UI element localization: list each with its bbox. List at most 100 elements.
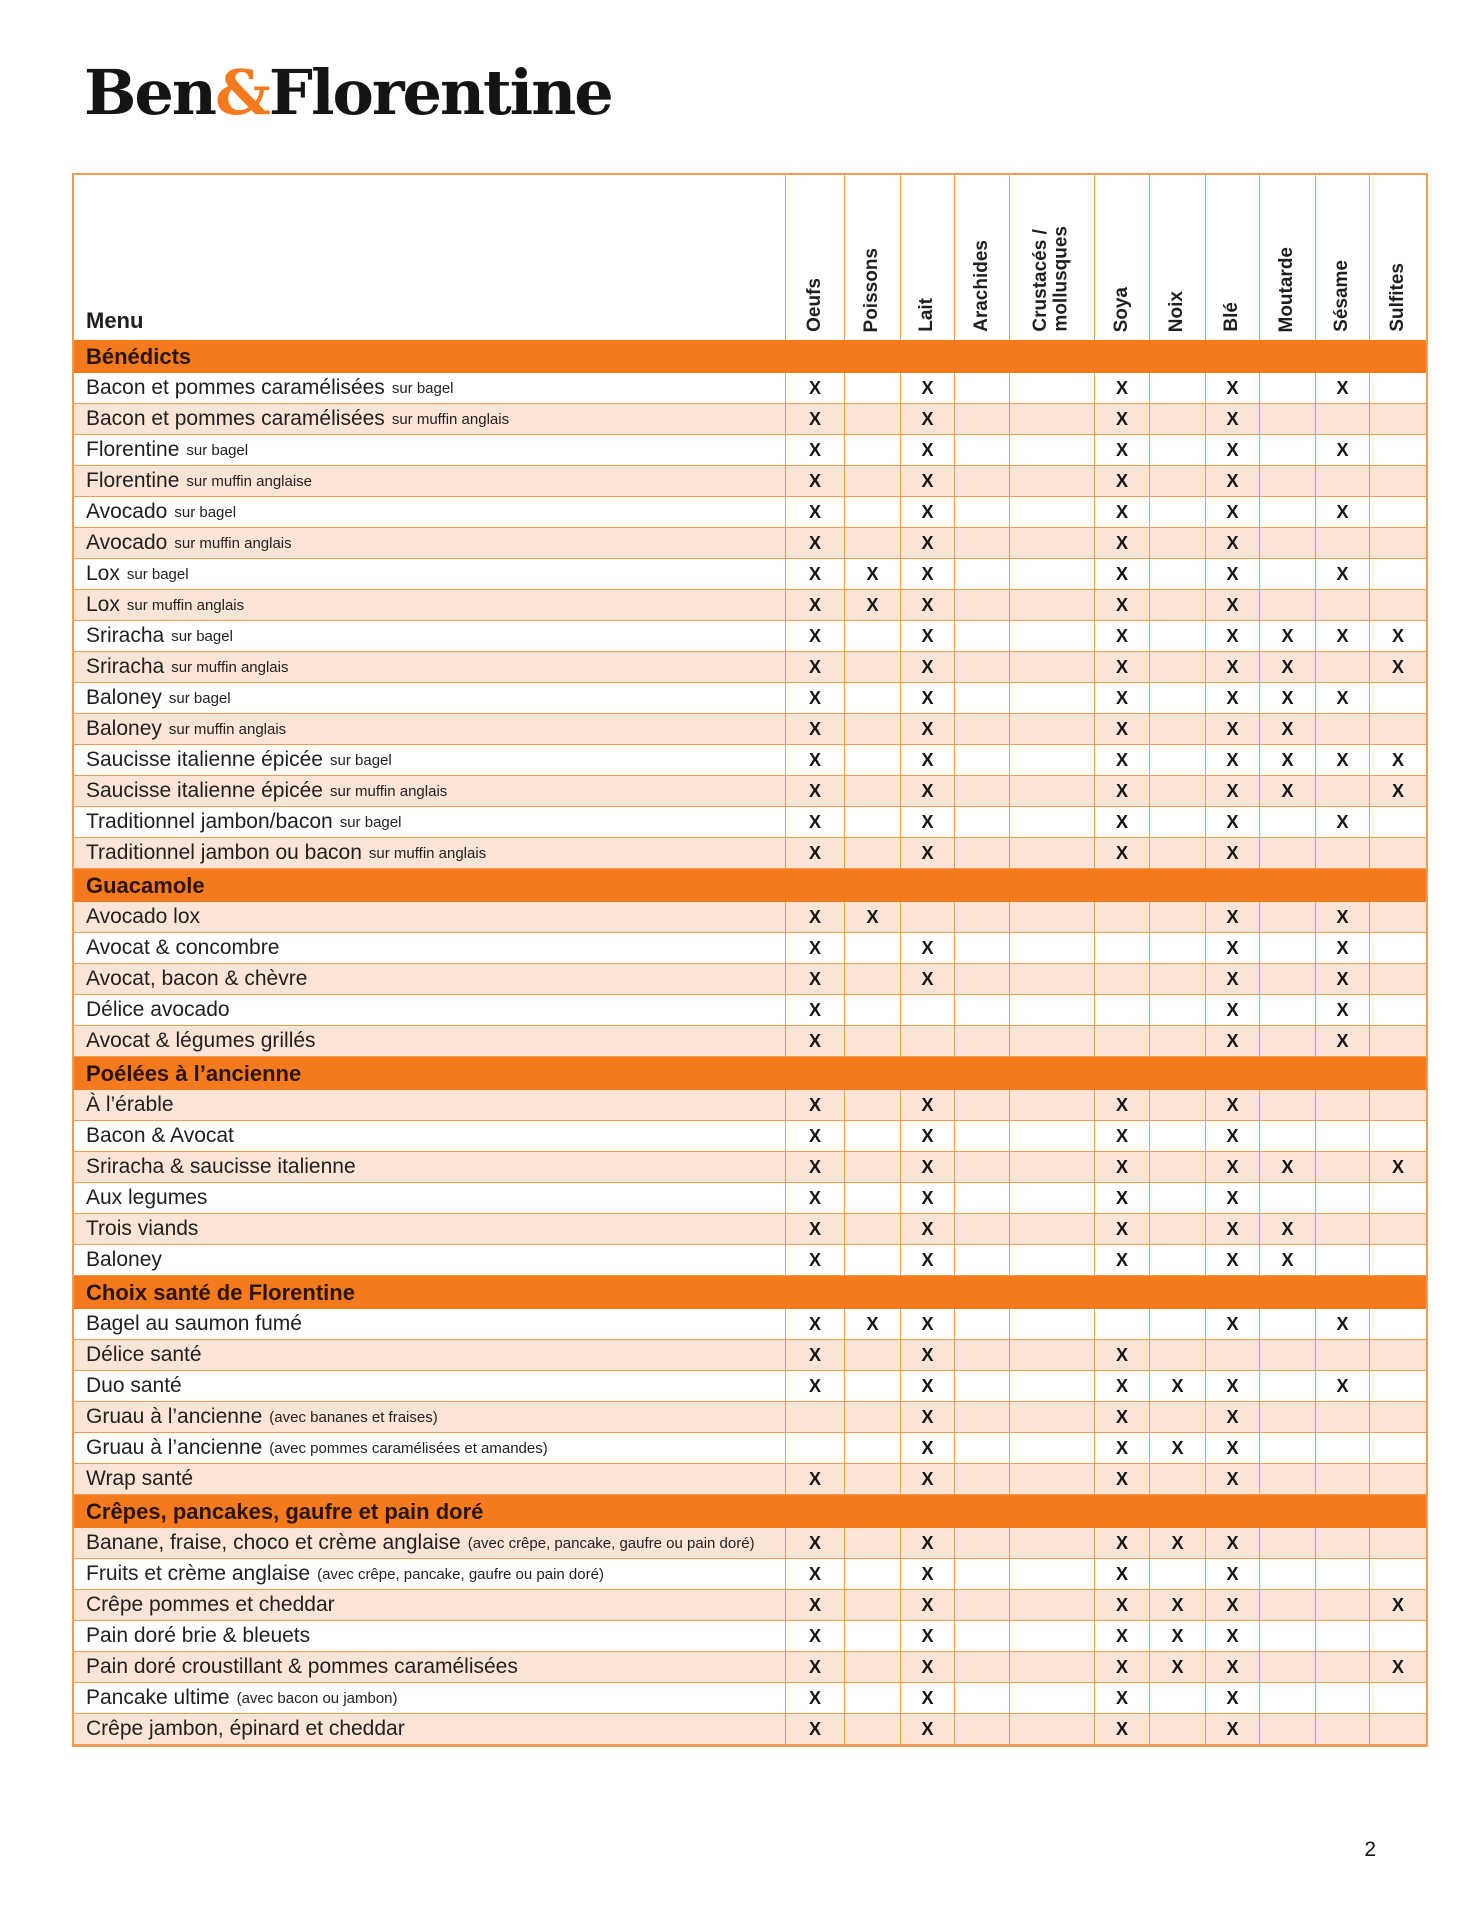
- allergen-cell: X: [901, 1590, 955, 1620]
- allergen-mark: X: [1115, 1532, 1128, 1553]
- menu-item-row: Avocado sur bagel X X X X X: [74, 497, 1426, 528]
- allergen-cell: [1370, 1309, 1426, 1339]
- allergen-mark: X: [921, 1468, 934, 1489]
- allergen-cell: X: [786, 559, 845, 589]
- brand-logo-part1: Ben: [84, 56, 217, 129]
- menu-item-name: Traditionnel jambon ou bacon: [86, 841, 362, 864]
- allergen-cell: [1370, 466, 1426, 496]
- allergen-mark: X: [1115, 1625, 1128, 1646]
- allergen-cell: X: [901, 559, 955, 589]
- allergen-mark: X: [1226, 377, 1239, 398]
- allergen-cell: [1370, 1245, 1426, 1275]
- allergen-cell: [1260, 838, 1316, 868]
- allergen-mark: X: [921, 656, 934, 677]
- menu-item-name: Baloney: [86, 1248, 162, 1271]
- menu-item-row: Bagel au saumon fumé X X X X X: [74, 1309, 1426, 1340]
- allergen-cell: [845, 1340, 901, 1370]
- allergen-cell: [1260, 559, 1316, 589]
- allergen-cell: [1150, 995, 1206, 1025]
- allergen-mark: X: [1171, 1532, 1184, 1553]
- allergen-cell: [955, 1090, 1010, 1120]
- allergen-mark: X: [1226, 1375, 1239, 1396]
- allergen-cell: X: [1370, 1152, 1426, 1182]
- menu-item-cell: Délice avocado: [74, 995, 786, 1025]
- allergen-column-header-cell: Lait: [901, 175, 955, 340]
- allergen-cell: X: [1150, 1371, 1206, 1401]
- allergen-mark: X: [808, 1375, 821, 1396]
- allergen-mark: X: [921, 1718, 934, 1739]
- allergen-cell: [1095, 995, 1150, 1025]
- allergen-mark: X: [1115, 377, 1128, 398]
- allergen-mark: X: [1336, 687, 1349, 708]
- allergen-cell: [1260, 1464, 1316, 1494]
- menu-item-cell: Saucisse italienne épicée sur muffin angl…: [74, 776, 786, 806]
- allergen-column-header-cell: Poissons: [845, 175, 901, 340]
- allergen-cell: X: [1316, 1371, 1370, 1401]
- allergen-mark: X: [1115, 1594, 1128, 1615]
- allergen-cell: X: [786, 590, 845, 620]
- allergen-mark: X: [1336, 1375, 1349, 1396]
- menu-item-name: Bagel au saumon fumé: [86, 1312, 302, 1335]
- allergen-cell: X: [786, 1464, 845, 1494]
- allergen-cell: [1010, 1528, 1095, 1558]
- allergen-cell: X: [901, 1402, 955, 1432]
- allergen-cell: [955, 590, 1010, 620]
- allergen-column-header-cell: Noix: [1150, 175, 1206, 340]
- allergen-mark: X: [808, 1563, 821, 1584]
- allergen-cell: [1260, 1371, 1316, 1401]
- menu-item-name: Crêpe jambon, épinard et cheddar: [86, 1717, 405, 1740]
- brand-logo-part2: Florentine: [268, 56, 614, 129]
- allergen-cell: X: [1206, 1714, 1260, 1744]
- allergen-cell: X: [786, 404, 845, 434]
- allergen-cell: [1010, 1245, 1095, 1275]
- allergen-cell: [1370, 497, 1426, 527]
- menu-item-cell: Fruits et crème anglaise (avec crêpe, pan…: [74, 1559, 786, 1589]
- menu-item-note: sur muffin anglais: [126, 596, 245, 614]
- menu-item-name: Avocat & concombre: [86, 936, 280, 959]
- allergen-cell: X: [1206, 714, 1260, 744]
- allergen-column-header-cell: Sésame: [1316, 175, 1370, 340]
- allergen-mark: X: [1281, 718, 1294, 739]
- allergen-cell: [1260, 1402, 1316, 1432]
- allergen-cell: [1150, 559, 1206, 589]
- allergen-cell: X: [1370, 745, 1426, 775]
- allergen-mark: X: [1115, 687, 1128, 708]
- allergen-mark: X: [1171, 1375, 1184, 1396]
- menu-item-cell: Pancake ultime (avec bacon ou jambon): [74, 1683, 786, 1713]
- allergen-cell: X: [786, 1183, 845, 1213]
- allergen-cell: [1010, 1121, 1095, 1151]
- allergen-mark: X: [1336, 906, 1349, 927]
- allergen-cell: [1370, 995, 1426, 1025]
- allergen-mark: X: [1226, 1625, 1239, 1646]
- menu-item-name: Traditionnel jambon/bacon: [86, 810, 333, 833]
- allergen-cell: [1010, 1464, 1095, 1494]
- allergen-mark: X: [808, 749, 821, 770]
- allergen-cell: X: [1095, 1152, 1150, 1182]
- allergen-mark: X: [1226, 1687, 1239, 1708]
- allergen-cell: X: [1316, 745, 1370, 775]
- allergen-mark: X: [1226, 1563, 1239, 1584]
- allergen-cell: [1316, 404, 1370, 434]
- allergen-cell: X: [1206, 1683, 1260, 1713]
- allergen-cell: [955, 1309, 1010, 1339]
- allergen-cell: X: [1206, 807, 1260, 837]
- menu-item-cell: Crêpe pommes et cheddar: [74, 1590, 786, 1620]
- allergen-cell: X: [1095, 1528, 1150, 1558]
- allergen-mark: X: [1226, 563, 1239, 584]
- menu-item-note: sur bagel: [126, 565, 189, 583]
- allergen-mark: X: [921, 968, 934, 989]
- allergen-cell: X: [1095, 373, 1150, 403]
- brand-logo: Ben&Florentine: [84, 62, 614, 124]
- allergen-mark: X: [1391, 1156, 1404, 1177]
- allergen-cell: [845, 1214, 901, 1244]
- menu-item-name: Délice avocado: [86, 998, 230, 1021]
- allergen-cell: [845, 1683, 901, 1713]
- allergen-mark: X: [1115, 501, 1128, 522]
- menu-item-note: (avec bananes et fraises): [269, 1408, 438, 1426]
- menu-item-cell: Avocat, bacon & chèvre: [74, 964, 786, 994]
- allergen-mark: X: [1226, 1406, 1239, 1427]
- allergen-cell: [845, 497, 901, 527]
- allergen-cell: [1150, 1464, 1206, 1494]
- allergen-column-label: Sésame: [1331, 260, 1353, 332]
- allergen-cell: [845, 683, 901, 713]
